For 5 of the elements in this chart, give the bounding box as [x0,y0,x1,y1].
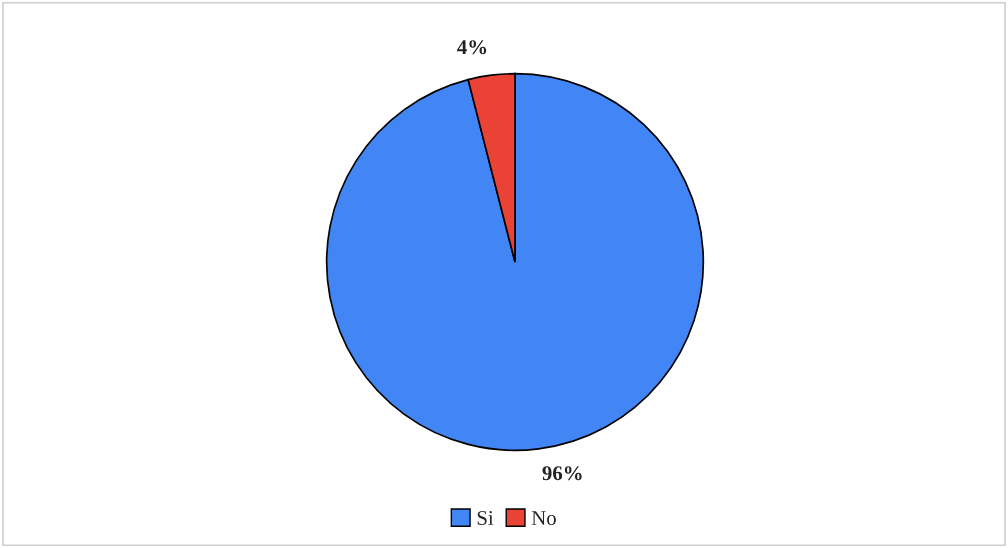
data-label: 96% [542,466,582,481]
legend-label: No [531,511,556,526]
pie-slice [325,72,705,452]
legend-label: Si [477,511,494,526]
data-label: 4% [457,40,487,55]
